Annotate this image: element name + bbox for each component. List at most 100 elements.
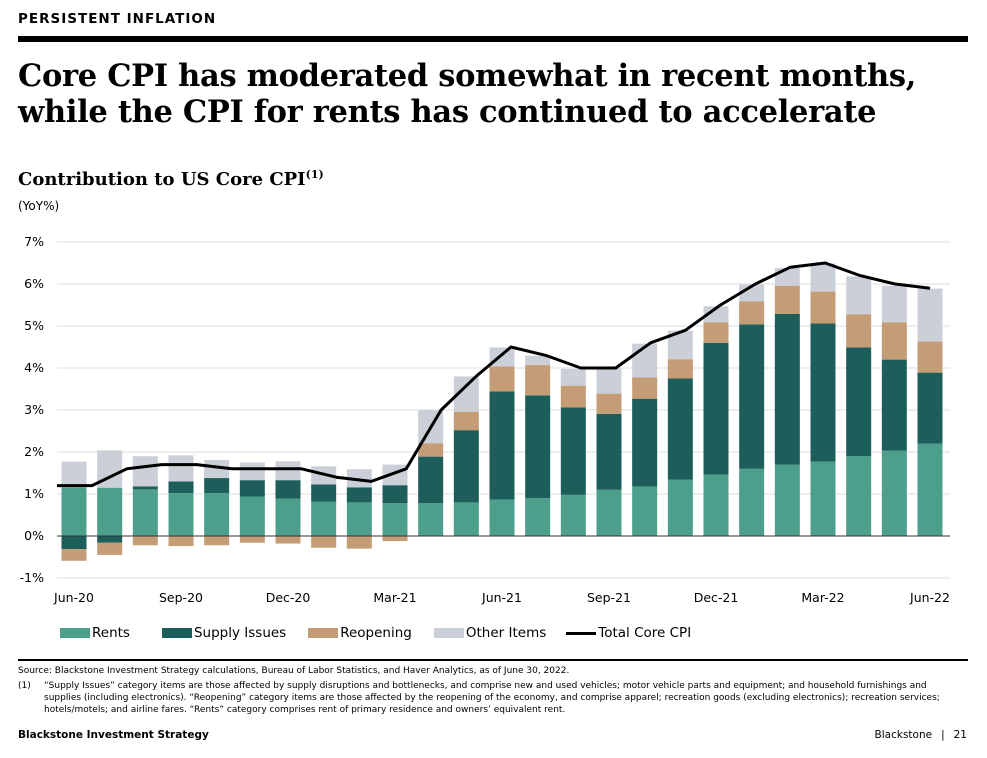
legend-item-reopening: Reopening bbox=[308, 625, 412, 641]
bar-segment-supply-issues bbox=[917, 372, 943, 444]
legend-item-supply: Supply Issues bbox=[161, 625, 287, 641]
bar-segment-supply-issues bbox=[453, 430, 479, 503]
chart-title: Contribution to US Core CPI(1) bbox=[18, 168, 324, 190]
page-title: Core CPI has moderated somewhat in recen… bbox=[18, 58, 916, 130]
bar-segment-supply-issues bbox=[881, 359, 907, 451]
footer-right: Blackstone | 21 bbox=[875, 729, 967, 741]
bar-segment-reopening bbox=[596, 393, 622, 414]
bar-segment-reopening bbox=[560, 385, 586, 408]
bar-segment-other-items bbox=[204, 459, 230, 479]
bar-segment-rents bbox=[525, 498, 551, 536]
bar-segment-supply-issues bbox=[132, 486, 158, 490]
bar-segment-supply-issues bbox=[739, 324, 765, 469]
bar-segment-reopening bbox=[275, 536, 301, 544]
bar-segment-reopening bbox=[489, 366, 515, 392]
bar-segment-supply-issues bbox=[275, 480, 301, 499]
bar-segment-supply-issues bbox=[61, 536, 87, 550]
bar-segment-reopening bbox=[346, 536, 372, 549]
bar-segment-reopening bbox=[846, 314, 872, 348]
bar-segment-rents bbox=[204, 493, 230, 536]
bar-segment-other-items bbox=[239, 462, 265, 481]
bar-segment-rents bbox=[382, 503, 408, 536]
legend-label: Total Core CPI bbox=[598, 625, 692, 641]
title-line-1: Core CPI has moderated somewhat in recen… bbox=[18, 58, 917, 94]
bar-segment-rents bbox=[97, 487, 123, 536]
footnote: (1) “Supply Issues” category items are th… bbox=[18, 680, 958, 716]
y-tick-label: 1% bbox=[24, 486, 44, 501]
bar-segment-reopening bbox=[774, 285, 800, 314]
bottom-divider bbox=[18, 659, 968, 661]
bar-segment-other-items bbox=[596, 368, 622, 394]
bar-segment-supply-issues bbox=[560, 407, 586, 495]
x-tick-label: Jun-21 bbox=[481, 590, 522, 605]
bar-segment-supply-issues bbox=[596, 413, 622, 490]
bar-segment-rents bbox=[667, 479, 693, 536]
bar-segment-rents bbox=[560, 494, 586, 536]
bar-segment-reopening bbox=[168, 536, 194, 547]
legend-label: Rents bbox=[92, 625, 130, 641]
y-axis-unit: (YoY%) bbox=[18, 199, 60, 213]
y-tick-label: 4% bbox=[24, 360, 44, 375]
bar-segment-rents bbox=[453, 502, 479, 536]
bar-segment-supply-issues bbox=[703, 342, 729, 475]
bar-segment-reopening bbox=[881, 322, 907, 360]
bar-segment-rents bbox=[311, 501, 337, 536]
bar-segment-rents bbox=[418, 503, 444, 536]
bar-segment-other-items bbox=[346, 469, 372, 488]
bar-segment-rents bbox=[489, 499, 515, 536]
bar-segment-other-items bbox=[525, 355, 551, 366]
bar-segment-reopening bbox=[132, 536, 158, 546]
legend-item-total: Total Core CPI bbox=[566, 625, 691, 641]
footer-left: Blackstone Investment Strategy bbox=[18, 729, 209, 741]
bar-segment-other-items bbox=[846, 276, 872, 315]
bar-segment-other-items bbox=[703, 306, 729, 323]
chart-title-footnote: (1) bbox=[305, 168, 324, 181]
bar-segment-supply-issues bbox=[204, 478, 230, 494]
legend-swatch bbox=[308, 628, 339, 638]
bar-segment-supply-issues bbox=[632, 398, 658, 487]
y-tick-label: 7% bbox=[24, 234, 44, 249]
x-tick-label: Sep-21 bbox=[587, 590, 631, 605]
bar-segment-supply-issues bbox=[774, 313, 800, 465]
bar-segment-supply-issues bbox=[311, 484, 337, 502]
y-tick-label: 0% bbox=[24, 528, 44, 543]
bar-segment-other-items bbox=[917, 288, 943, 342]
bar-segment-reopening bbox=[810, 291, 836, 324]
bar-segment-supply-issues bbox=[667, 378, 693, 480]
bar-segment-supply-issues bbox=[346, 487, 372, 503]
bar-segment-reopening bbox=[97, 542, 123, 555]
top-divider bbox=[18, 36, 968, 42]
y-tick-label: 2% bbox=[24, 444, 44, 459]
bar-segment-other-items bbox=[61, 461, 87, 488]
x-tick-label: Sep-20 bbox=[159, 590, 203, 605]
bar-segment-reopening bbox=[418, 443, 444, 457]
legend-item-other: Other Items bbox=[433, 625, 546, 641]
bar-segment-reopening bbox=[453, 411, 479, 431]
legend-label: Supply Issues bbox=[193, 625, 287, 641]
legend-item-rents: Rents bbox=[60, 625, 130, 641]
bar-segment-reopening bbox=[703, 322, 729, 343]
bar-segment-reopening bbox=[632, 377, 658, 399]
bar-segment-reopening bbox=[382, 536, 408, 542]
bar-segment-other-items bbox=[275, 461, 301, 481]
bar-segment-supply-issues bbox=[418, 456, 444, 504]
bar-segment-rents bbox=[275, 498, 301, 536]
page-number: 21 bbox=[953, 729, 967, 741]
bar-segment-supply-issues bbox=[239, 480, 265, 497]
bar-segment-other-items bbox=[774, 268, 800, 286]
bar-segment-supply-issues bbox=[846, 347, 872, 457]
bar-segment-rents bbox=[239, 496, 265, 536]
x-tick-label: Jun-22 bbox=[909, 590, 950, 605]
y-tick-label: -1% bbox=[20, 570, 44, 585]
bar-segment-supply-issues bbox=[382, 485, 408, 504]
bar-segment-other-items bbox=[881, 285, 907, 323]
bar-segment-reopening bbox=[525, 365, 551, 396]
footer-brand: Blackstone bbox=[874, 729, 933, 741]
y-tick-label: 6% bbox=[24, 276, 44, 291]
bar-segment-rents bbox=[346, 502, 372, 536]
footnote-text: “Supply Issues” category items are those… bbox=[44, 681, 940, 715]
source-note: Source: Blackstone Investment Strategy c… bbox=[18, 666, 570, 676]
bar-segment-other-items bbox=[560, 368, 586, 386]
bar-segment-reopening bbox=[311, 536, 337, 548]
x-tick-label: Mar-22 bbox=[801, 590, 844, 605]
